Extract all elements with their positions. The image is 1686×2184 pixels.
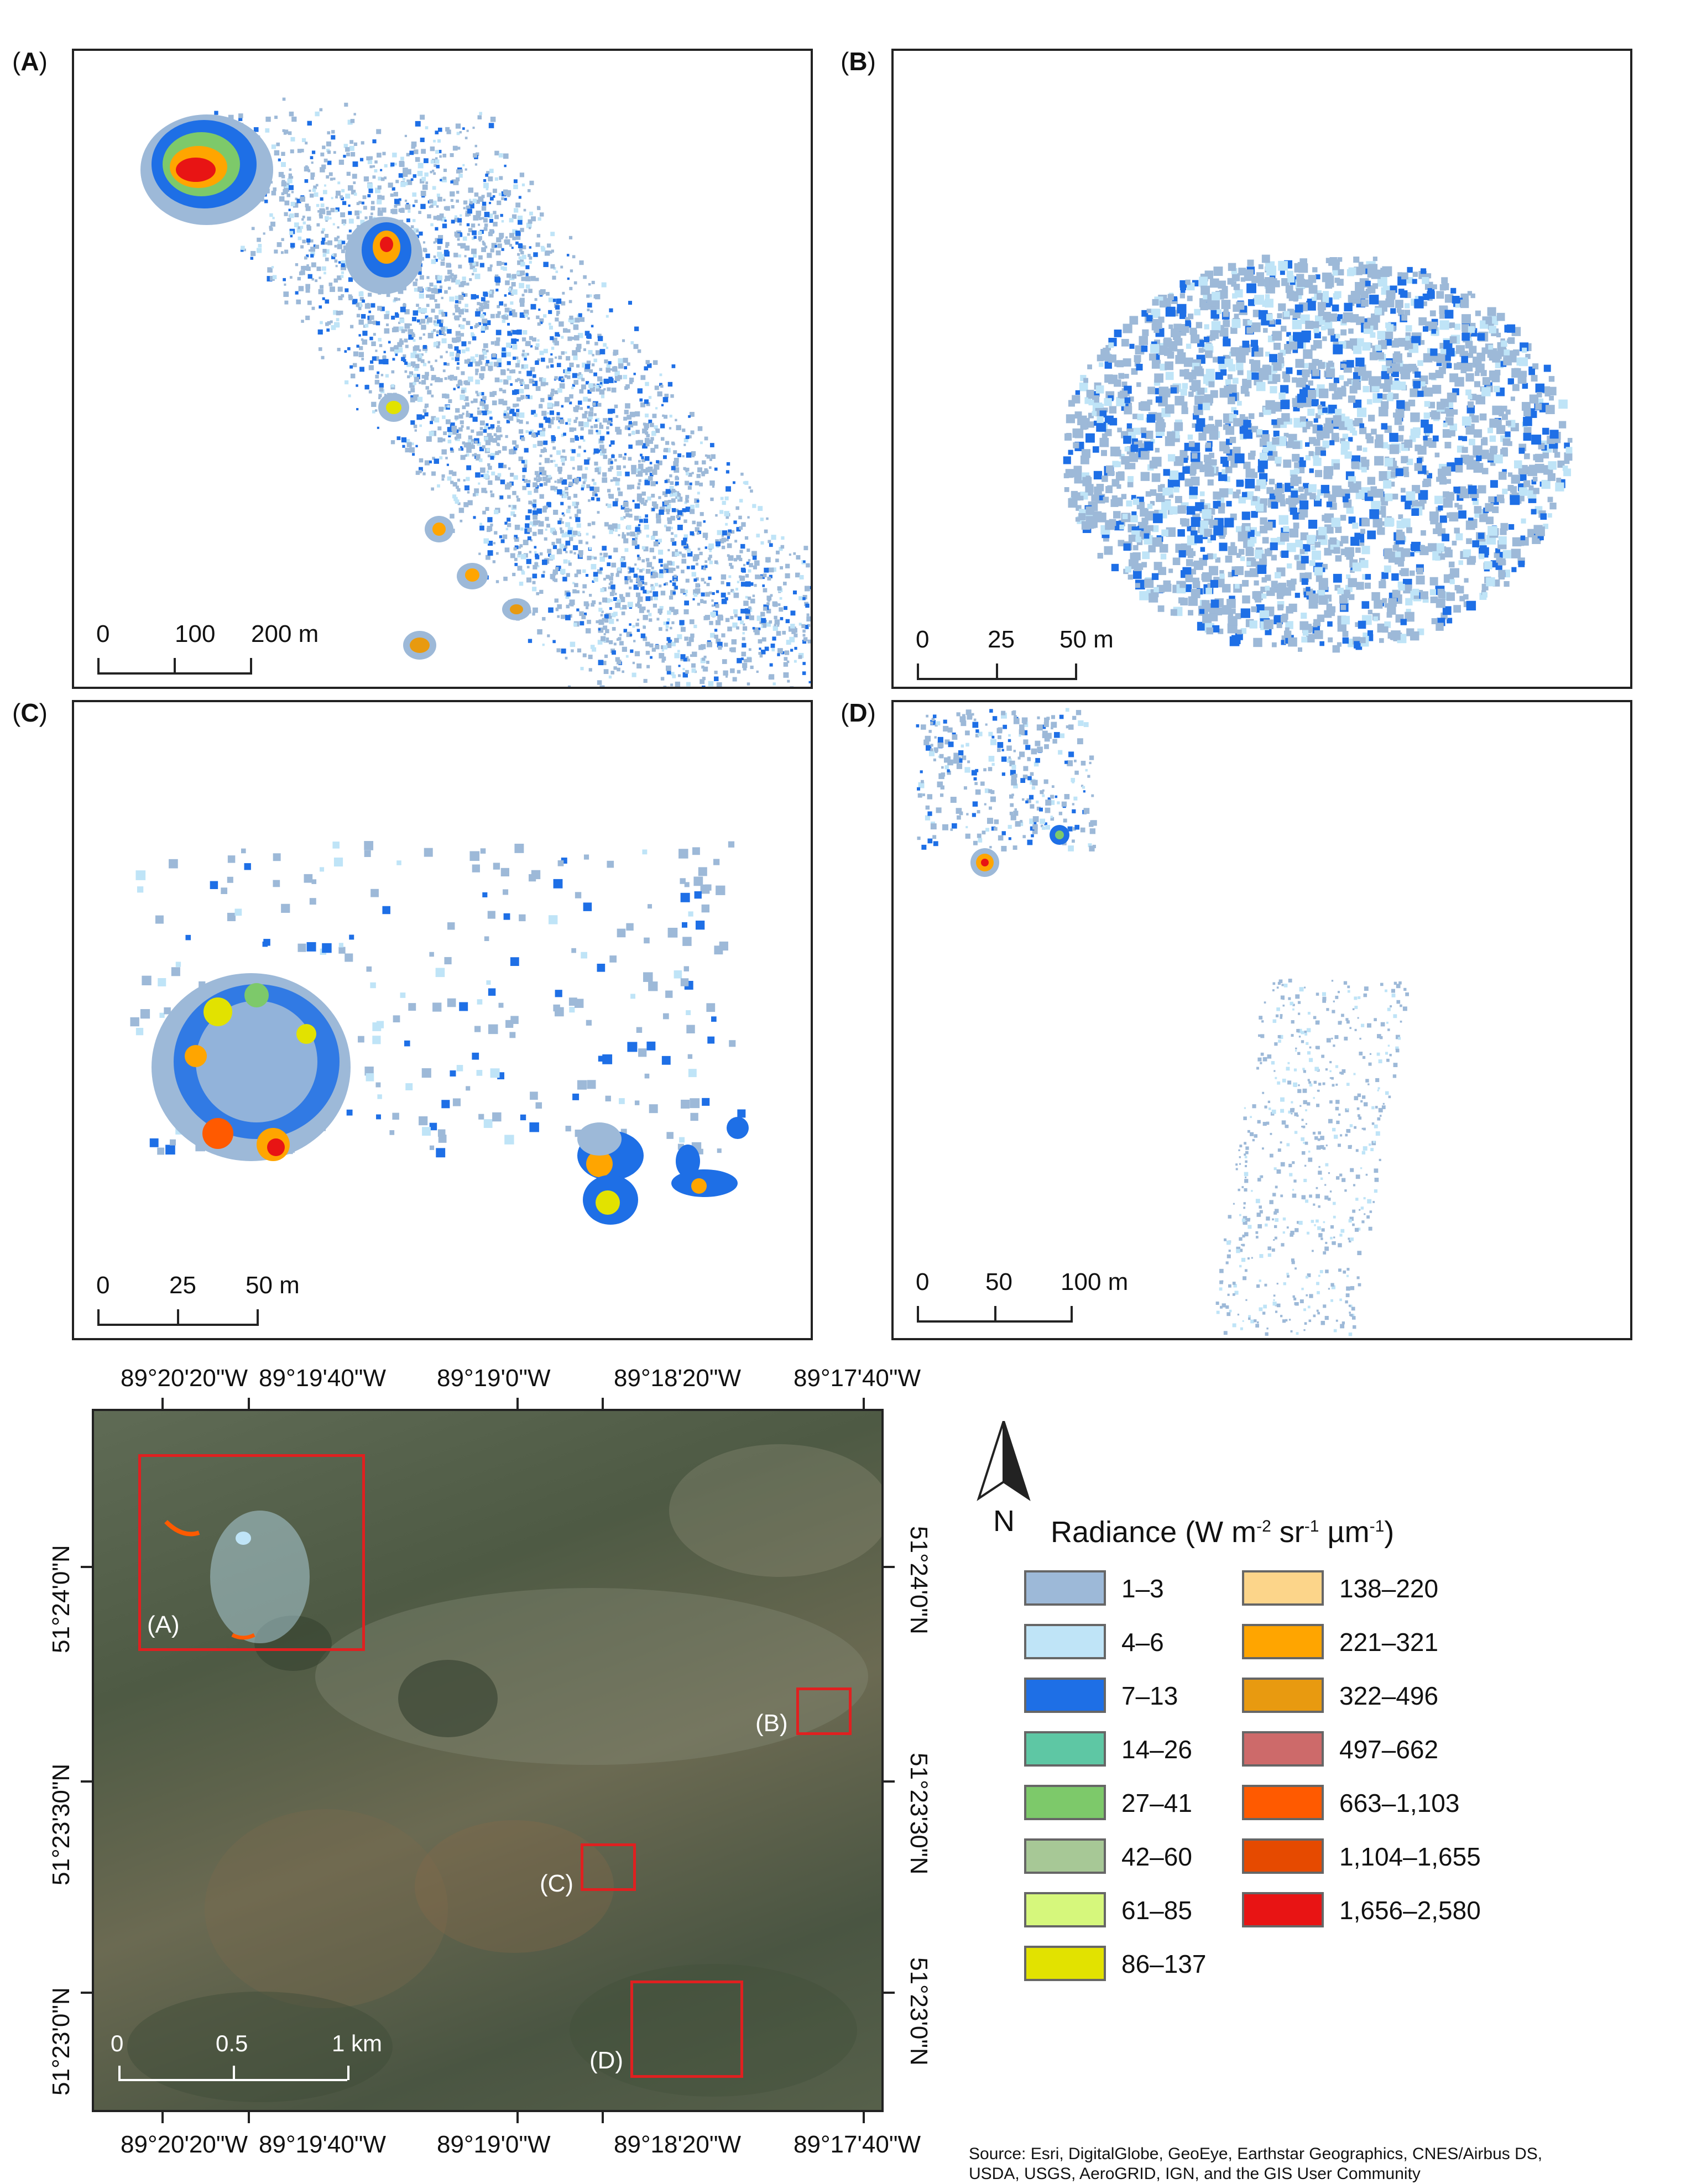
coord-right-3: 51°23'0"N	[905, 1957, 932, 2066]
legend-swatch	[1242, 1838, 1324, 1874]
coord-bottom-2: 89°19'40"W	[259, 2131, 386, 2159]
coord-top-3: 89°19'0"W	[437, 1365, 551, 1392]
coord-top-5: 89°17'40"W	[794, 1365, 921, 1392]
legend-label: 138–220	[1339, 1574, 1438, 1603]
legend-label: 1,656–2,580	[1339, 1895, 1481, 1925]
coord-right-1: 51°24'0"N	[905, 1526, 932, 1634]
scale-tick-2: 50 m	[1059, 626, 1114, 654]
panel-b-map: 0 25 50 m	[891, 49, 1632, 689]
legend-label: 663–1,103	[1339, 1788, 1459, 1818]
legend-swatch	[1024, 1570, 1106, 1606]
scale-tick-2: 200 m	[251, 620, 319, 648]
legend-swatch	[1024, 1731, 1106, 1767]
legend-swatch	[1242, 1624, 1324, 1659]
legend-swatch	[1242, 1570, 1324, 1606]
coord-bottom-1: 89°20'20"W	[121, 2131, 248, 2159]
scale-tick-1: 50	[985, 1268, 1012, 1296]
panel-label-b: (B)	[841, 46, 876, 76]
legend-label: 4–6	[1121, 1627, 1164, 1657]
overview-label-c: (C)	[540, 1870, 573, 1898]
scale-tick-1: 0.5	[216, 2030, 248, 2057]
coord-bottom-5: 89°17'40"W	[794, 2131, 921, 2159]
legend-swatch	[1024, 1946, 1106, 1981]
scale-tick-2: 1 km	[332, 2030, 382, 2057]
legend-label: 7–13	[1121, 1681, 1178, 1711]
legend-label: 221–321	[1339, 1627, 1438, 1657]
legend-swatch	[1242, 1678, 1324, 1713]
legend-label: 42–60	[1121, 1842, 1192, 1872]
scale-tick-0: 0	[916, 1268, 929, 1296]
overview-label-a: (A)	[147, 1611, 180, 1639]
legend-swatch	[1024, 1838, 1106, 1874]
legend-swatch	[1024, 1678, 1106, 1713]
legend-label: 86–137	[1121, 1949, 1207, 1979]
scale-tick-0: 0	[96, 1272, 109, 1299]
panel-c-map: 0 25 50 m	[72, 700, 813, 1340]
scale-tick-2: 100 m	[1061, 1268, 1128, 1296]
coord-top-2: 89°19'40"W	[259, 1365, 386, 1392]
coord-left-1: 51°24'0"N	[48, 1545, 75, 1653]
scale-tick-0: 0	[96, 620, 109, 648]
overview-box-b[interactable]	[796, 1687, 852, 1735]
panel-b-radiance-raster	[894, 51, 1632, 689]
legend-label: 497–662	[1339, 1734, 1438, 1764]
scale-tick-2: 50 m	[246, 1272, 300, 1299]
overview-box-c[interactable]	[581, 1843, 636, 1891]
coord-top-4: 89°18'20"W	[614, 1365, 741, 1392]
panel-a-radiance-raster	[74, 51, 813, 689]
coord-left-2: 51°23'30"N	[48, 1764, 75, 1885]
scale-tick-1: 25	[988, 626, 1015, 654]
legend-label: 322–496	[1339, 1681, 1438, 1711]
north-label: N	[993, 1504, 1015, 1538]
legend-swatch	[1242, 1892, 1324, 1927]
coord-right-2: 51°23'30"N	[905, 1753, 932, 1874]
legend-swatch	[1242, 1785, 1324, 1820]
legend-swatch	[1024, 1785, 1106, 1820]
legend-label: 1,104–1,655	[1339, 1842, 1481, 1872]
legend-label: 61–85	[1121, 1895, 1192, 1925]
scale-tick-1: 100	[175, 620, 215, 648]
source-attribution: Source: Esri, DigitalGlobe, GeoEye, Eart…	[969, 2144, 1588, 2184]
panel-d-radiance-raster	[894, 702, 1632, 1340]
coord-bottom-4: 89°18'20"W	[614, 2131, 741, 2159]
legend-swatch	[1242, 1731, 1324, 1767]
panel-label-a: (A)	[12, 46, 48, 76]
scale-tick-0: 0	[916, 626, 929, 654]
overview-label-b: (B)	[755, 1710, 788, 1737]
legend-title: Radiance (W m-2 sr-1 µm-1)	[1051, 1515, 1394, 1549]
overview-box-d[interactable]	[630, 1981, 743, 2078]
legend-label: 27–41	[1121, 1788, 1192, 1818]
legend-label: 14–26	[1121, 1734, 1192, 1764]
panel-d-map: 0 50 100 m	[891, 700, 1632, 1340]
scale-tick-1: 25	[169, 1272, 196, 1299]
scale-tick-0: 0	[111, 2030, 123, 2057]
panel-a-map: 0 100 200 m	[72, 49, 813, 689]
panel-label-c: (C)	[12, 698, 48, 728]
legend-swatch	[1024, 1892, 1106, 1927]
legend-swatch	[1024, 1624, 1106, 1659]
coord-left-3: 51°23'0"N	[48, 1987, 75, 2096]
north-arrow-icon	[973, 1421, 1034, 1504]
panel-c-radiance-raster	[74, 702, 813, 1340]
overview-label-d: (D)	[589, 2047, 623, 2075]
overview-satellite-map: (A) (B) (C) (D) 0 0.5 1 km	[92, 1409, 884, 2112]
legend-label: 1–3	[1121, 1574, 1164, 1603]
coord-bottom-3: 89°19'0"W	[437, 2131, 551, 2159]
panel-label-d: (D)	[841, 698, 876, 728]
coord-top-1: 89°20'20"W	[121, 1365, 248, 1392]
